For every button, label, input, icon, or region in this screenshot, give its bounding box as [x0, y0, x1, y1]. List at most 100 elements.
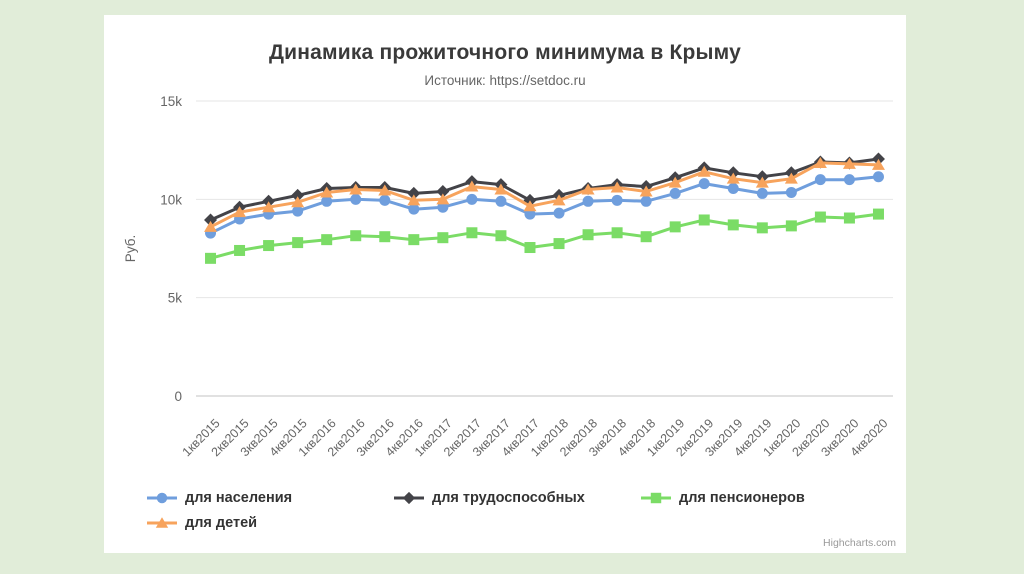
- square-marker-icon: [872, 208, 884, 220]
- legend-label: для трудоспособных: [432, 489, 585, 506]
- circle-marker-icon: [466, 193, 478, 205]
- triangle-marker-icon: [233, 206, 247, 218]
- y-tick-label: 5k: [168, 291, 183, 306]
- chart-plot-area: 05k10k15kРуб.1кв20152кв20153кв20154кв201…: [123, 94, 893, 459]
- diamond-marker-icon: [402, 491, 416, 504]
- triangle-marker-icon: [639, 185, 653, 197]
- legend-label: для населения: [185, 489, 293, 506]
- legend-diamond-icon: [394, 491, 424, 504]
- square-marker-icon: [669, 221, 681, 233]
- circle-marker-icon: [350, 193, 362, 205]
- triangle-marker-icon: [494, 183, 508, 195]
- diamond-marker-icon: [291, 188, 305, 202]
- circle-marker-icon: [727, 183, 739, 195]
- square-marker-icon: [640, 231, 652, 243]
- square-marker-icon: [379, 231, 391, 243]
- legend-square-icon: [641, 492, 671, 503]
- circle-marker-icon: [321, 195, 333, 207]
- legend-label: для детей: [185, 514, 258, 531]
- circle-marker-icon: [379, 194, 391, 206]
- square-marker-icon: [437, 232, 449, 244]
- circle-marker-icon: [553, 207, 565, 219]
- triangle-marker-icon: [262, 201, 276, 213]
- chart-legend: для населения для трудоспособных для пенси…: [146, 485, 906, 535]
- triangle-marker-icon: [813, 156, 827, 168]
- circle-marker-icon: [408, 203, 420, 215]
- diamond-marker-icon: [407, 186, 421, 200]
- y-axis-title: Руб.: [123, 235, 138, 262]
- circle-marker-icon: [292, 205, 304, 217]
- square-marker-icon: [466, 227, 478, 239]
- circle-marker-icon: [843, 174, 855, 186]
- triangle-marker-icon: [349, 183, 363, 195]
- legend-item[interactable]: для населения: [146, 485, 393, 510]
- highcharts-credit-link[interactable]: Highcharts.com: [823, 537, 896, 549]
- circle-marker-icon: [524, 208, 536, 220]
- square-marker-icon: [814, 211, 826, 223]
- square-marker-icon: [205, 252, 217, 264]
- circle-marker-icon: [785, 186, 797, 198]
- circle-marker-icon: [582, 195, 594, 207]
- square-marker-icon: [234, 244, 246, 256]
- circle-marker-icon: [698, 178, 710, 190]
- triangle-marker-icon: [204, 220, 218, 232]
- square-marker-icon: [321, 234, 333, 246]
- series-line-triangle: [209, 161, 880, 229]
- triangle-marker-icon: [523, 200, 537, 212]
- circle-marker-icon: [156, 492, 168, 503]
- square-marker-icon: [350, 230, 362, 242]
- triangle-marker-icon: [697, 165, 711, 177]
- triangle-marker-icon: [842, 157, 856, 169]
- triangle-marker-icon: [465, 180, 479, 192]
- triangle-marker-icon: [581, 183, 595, 195]
- legend-label: для пенсионеров: [679, 489, 805, 506]
- chart-subtitle: Источник: https://setdoc.ru: [424, 73, 586, 88]
- circle-marker-icon: [495, 195, 507, 207]
- triangle-marker-icon: [610, 181, 624, 193]
- circle-marker-icon: [814, 174, 826, 186]
- legend-item[interactable]: для детей: [146, 510, 393, 535]
- square-marker-icon: [524, 242, 536, 254]
- diamond-marker-icon: [204, 213, 218, 227]
- diamond-marker-icon: [436, 184, 450, 198]
- square-marker-icon: [263, 240, 275, 252]
- triangle-marker-icon: [871, 158, 885, 170]
- triangle-marker-icon: [726, 172, 740, 184]
- legend-item[interactable]: для пенсионеров: [640, 485, 887, 510]
- triangle-marker-icon: [436, 193, 450, 205]
- y-tick-label: 15k: [160, 94, 182, 109]
- y-tick-label: 10k: [160, 192, 182, 207]
- legend-item[interactable]: для трудоспособных: [393, 485, 640, 510]
- triangle-marker-icon: [378, 184, 392, 196]
- legend-triangle-icon: [147, 516, 177, 528]
- triangle-marker-icon: [552, 194, 566, 206]
- circle-marker-icon: [640, 195, 652, 207]
- triangle-marker-icon: [320, 186, 334, 198]
- triangle-marker-icon: [755, 176, 769, 188]
- square-marker-icon: [785, 220, 797, 232]
- circle-marker-icon: [756, 187, 768, 199]
- square-marker-icon: [408, 234, 420, 246]
- square-marker-icon: [292, 237, 304, 249]
- series-line-circle: [209, 175, 880, 235]
- series-line-square: [209, 212, 880, 260]
- circle-marker-icon: [437, 201, 449, 213]
- square-marker-icon: [582, 229, 594, 241]
- chart-title: Динамика прожиточного минимума в Крыму: [268, 41, 742, 64]
- triangle-marker-icon: [407, 194, 421, 206]
- square-marker-icon: [650, 492, 662, 503]
- square-marker-icon: [843, 212, 855, 224]
- square-marker-icon: [698, 214, 710, 226]
- square-marker-icon: [756, 222, 768, 234]
- triangle-marker-icon: [291, 196, 305, 208]
- circle-marker-icon: [669, 187, 681, 199]
- triangle-marker-icon: [784, 172, 798, 184]
- square-marker-icon: [727, 219, 739, 231]
- square-marker-icon: [495, 230, 507, 242]
- circle-marker-icon: [611, 194, 623, 206]
- chart-card: 0 5k 10k 15k Руб. 1кв2015 2кв2015 3кв2015 4кв201…: [104, 15, 906, 553]
- square-marker-icon: [553, 238, 565, 250]
- y-tick-label: 0: [174, 389, 182, 404]
- triangle-marker-icon: [155, 516, 169, 528]
